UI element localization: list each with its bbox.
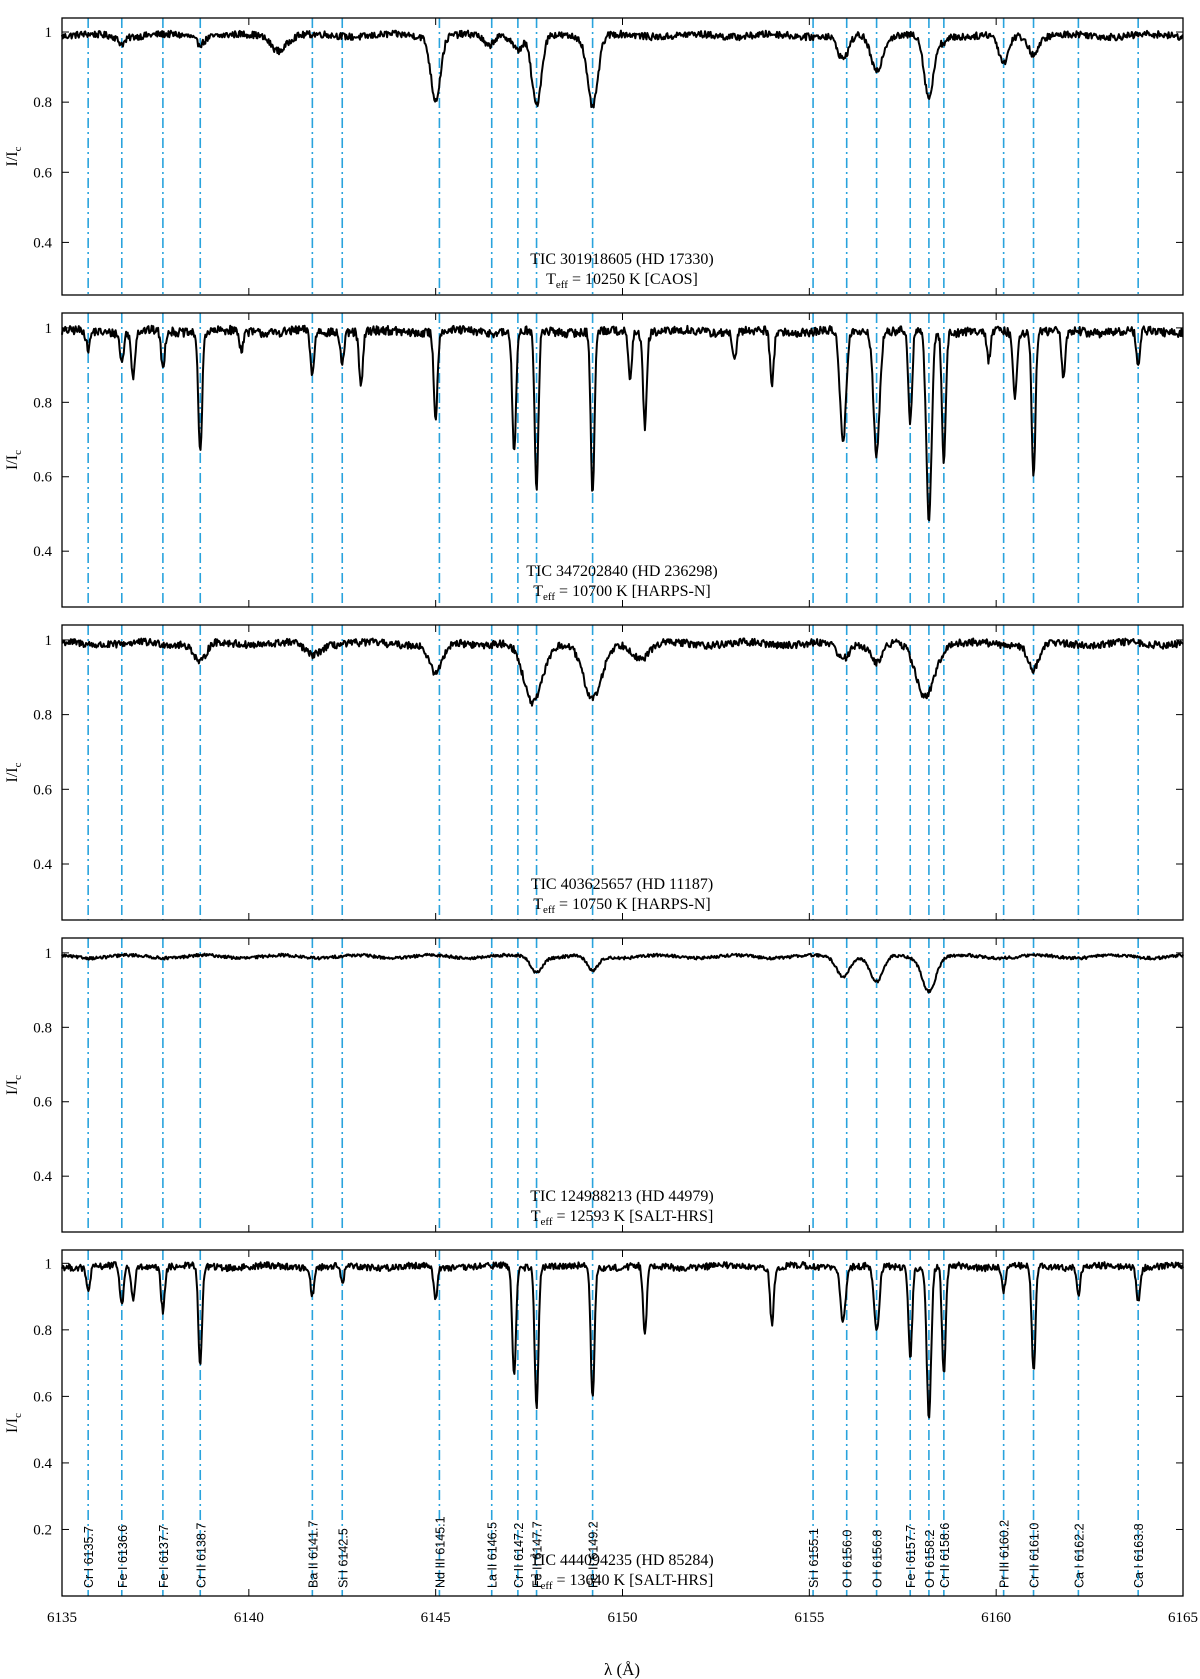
line-label: Fe I 6136.6 bbox=[116, 1525, 130, 1588]
panel-title: TIC 124988213 (HD 44979) bbox=[530, 1188, 714, 1205]
y-axis-label: I/Ic bbox=[4, 146, 24, 166]
y-axis-label-subscript: c bbox=[12, 146, 24, 151]
y-tick-label: 0.6 bbox=[33, 470, 52, 486]
x-tick-label: 6150 bbox=[608, 1610, 638, 1626]
panel-teff: Teff = 10700 K [HARPS-N] bbox=[533, 583, 711, 603]
line-label: Cr II 6161.0 bbox=[1028, 1523, 1042, 1588]
teff-symbol: T bbox=[546, 271, 556, 288]
line-label: Fe II 6149.2 bbox=[587, 1521, 601, 1588]
panel-frame bbox=[61, 1249, 1184, 1597]
teff-subscript: eff bbox=[541, 1216, 553, 1228]
x-tick-label: 6165 bbox=[1168, 1610, 1198, 1626]
y-axis-label-subscript: c bbox=[12, 450, 24, 455]
panel-teff: Teff = 13640 K [SALT-HRS] bbox=[531, 1572, 714, 1592]
y-tick-label: 0.8 bbox=[33, 1323, 52, 1339]
teff-symbol: T bbox=[531, 1208, 541, 1225]
line-label: Fe I 6157.7 bbox=[904, 1525, 918, 1588]
y-axis-label: I/Ic bbox=[4, 450, 24, 470]
line-label: Cr II 6138.7 bbox=[194, 1523, 208, 1588]
x-tick-label: 6140 bbox=[234, 1610, 264, 1626]
teff-subscript: eff bbox=[556, 279, 568, 291]
panel-title: TIC 403625657 (HD 11187) bbox=[531, 876, 713, 893]
line-label: Ca I 6162.2 bbox=[1072, 1523, 1086, 1588]
y-tick-label: 1 bbox=[45, 946, 53, 962]
line-label: Ca I 6163.8 bbox=[1132, 1523, 1146, 1588]
line-label: Si I 6142.5 bbox=[336, 1528, 350, 1588]
y-tick-label: 0.4 bbox=[33, 857, 52, 873]
teff-symbol: T bbox=[533, 896, 543, 913]
line-label: Cr II 6147.2 bbox=[512, 1523, 526, 1588]
teff-subscript: eff bbox=[543, 591, 555, 603]
x-tick-label: 6145 bbox=[421, 1610, 451, 1626]
teff-value: = 10700 K [HARPS-N] bbox=[555, 583, 711, 600]
spectrum-panel-5: 0.2 0.4 0.6 0.8 1 I/Ic TIC 444094235 (HD 85284… bbox=[4, 1249, 1198, 1626]
spectrum-panel-1: 0.4 0.6 0.8 1 I/Ic TIC 301918605 (HD 17330) Te… bbox=[4, 17, 1184, 296]
panel-title: TIC 347202840 (HD 236298) bbox=[526, 563, 718, 580]
y-tick-label: 1 bbox=[45, 633, 53, 649]
teff-value: = 10250 K [CAOS] bbox=[568, 271, 698, 288]
spectrum-line bbox=[61, 952, 1184, 994]
y-tick-label: 0.4 bbox=[33, 1456, 52, 1472]
spectrum-panel-4: 0.4 0.6 0.8 1 I/Ic TIC 124988213 (HD 44979) Te… bbox=[4, 937, 1184, 1233]
line-label: O I 6156.8 bbox=[871, 1530, 885, 1588]
y-tick-label: 0.6 bbox=[33, 1095, 52, 1111]
spectrum-panel-2: 0.4 0.6 0.8 1 I/Ic TIC 347202840 (HD 236298) T… bbox=[4, 312, 1184, 608]
teff-value: = 12593 K [SALT-HRS] bbox=[553, 1208, 714, 1225]
line-label: O I 6158.2 bbox=[923, 1530, 937, 1588]
line-label: Fe I 6137.7 bbox=[157, 1525, 171, 1588]
spectrum-line bbox=[61, 1261, 1184, 1419]
line-label: Cr I 6135.7 bbox=[82, 1526, 96, 1588]
teff-subscript: eff bbox=[543, 904, 555, 916]
x-axis-label: λ (Å) bbox=[604, 1660, 640, 1679]
y-tick-label: 1 bbox=[45, 321, 53, 337]
teff-symbol: T bbox=[533, 583, 543, 600]
spectrum-line bbox=[61, 637, 1184, 707]
y-axis-label-subscript: c bbox=[12, 762, 24, 767]
spectrum-line bbox=[61, 29, 1184, 109]
y-tick-label: 0.8 bbox=[33, 1020, 52, 1036]
y-tick-label: 0.4 bbox=[33, 544, 52, 560]
y-tick-label: 0.8 bbox=[33, 95, 52, 111]
panel-title: TIC 301918605 (HD 17330) bbox=[530, 251, 714, 268]
teff-symbol: T bbox=[531, 1572, 541, 1589]
line-label: Ba II 6141.7 bbox=[306, 1521, 320, 1588]
spectrum-line bbox=[61, 324, 1184, 522]
y-tick-label: 0.4 bbox=[33, 1169, 52, 1185]
y-tick-label: 0.8 bbox=[33, 395, 52, 411]
panels-group: 0.4 0.6 0.8 1 I/Ic TIC 301918605 (HD 17330) Te… bbox=[4, 17, 1198, 1626]
panel-teff: Teff = 10250 K [CAOS] bbox=[546, 271, 698, 291]
y-tick-label: 0.2 bbox=[33, 1522, 52, 1538]
line-label: Si I 6155.1 bbox=[807, 1528, 821, 1588]
y-tick-label: 1 bbox=[45, 25, 53, 41]
panel-title: TIC 444094235 (HD 85284) bbox=[530, 1552, 714, 1569]
line-label: La II 6146.5 bbox=[486, 1522, 500, 1588]
y-tick-label: 0.4 bbox=[33, 235, 52, 251]
panel-teff: Teff = 12593 K [SALT-HRS] bbox=[531, 1208, 714, 1228]
y-axis-label-subscript: c bbox=[12, 1413, 24, 1418]
spectrum-panel-3: 0.4 0.6 0.8 1 I/Ic TIC 403625657 (HD 11187) Te… bbox=[4, 624, 1184, 921]
y-tick-label: 0.6 bbox=[33, 165, 52, 181]
y-axis-label: I/Ic bbox=[4, 762, 24, 782]
line-label: Pr III 6160.2 bbox=[998, 1520, 1012, 1588]
panel-teff: Teff = 10750 K [HARPS-N] bbox=[533, 896, 711, 916]
y-tick-label: 0.8 bbox=[33, 708, 52, 724]
y-tick-label: 1 bbox=[45, 1256, 53, 1272]
x-tick-label: 6155 bbox=[794, 1610, 824, 1626]
y-axis-label-subscript: c bbox=[12, 1075, 24, 1080]
y-tick-label: 0.6 bbox=[33, 782, 52, 798]
line-label: O I 6156.0 bbox=[841, 1530, 855, 1588]
line-label: Fe II 6147.7 bbox=[531, 1521, 545, 1588]
x-tick-label: 6135 bbox=[47, 1610, 77, 1626]
x-tick-label: 6160 bbox=[981, 1610, 1011, 1626]
teff-subscript: eff bbox=[541, 1580, 553, 1592]
y-axis-label: I/Ic bbox=[4, 1075, 24, 1095]
teff-value: = 10750 K [HARPS-N] bbox=[555, 896, 711, 913]
y-tick-label: 0.6 bbox=[33, 1389, 52, 1405]
line-label: Cr II 6158.6 bbox=[938, 1523, 952, 1588]
line-label: Nd III 6145.1 bbox=[433, 1516, 447, 1588]
y-axis-label: I/Ic bbox=[4, 1413, 24, 1433]
teff-value: = 13640 K [SALT-HRS] bbox=[553, 1572, 714, 1589]
